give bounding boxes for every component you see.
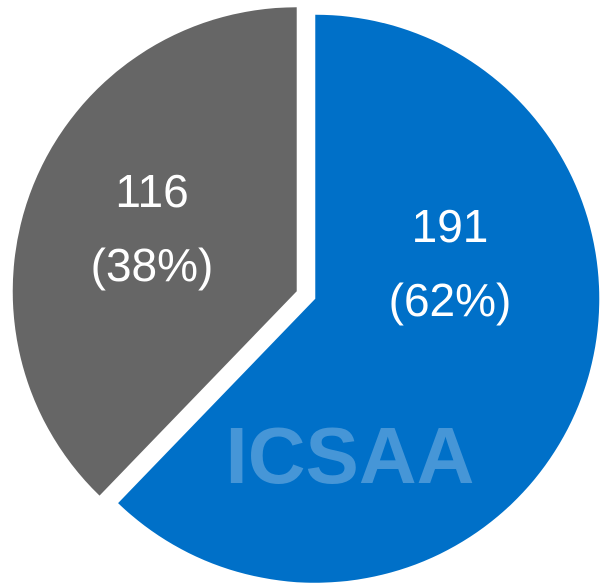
pie-slice (12, 7, 297, 496)
watermark: ICSAA (226, 411, 475, 500)
pie-slice (118, 14, 600, 583)
value-label: 191 (412, 200, 489, 252)
percent-label: (38%) (91, 239, 214, 291)
value-label: 116 (115, 165, 188, 217)
percent-label: (62%) (389, 274, 512, 326)
